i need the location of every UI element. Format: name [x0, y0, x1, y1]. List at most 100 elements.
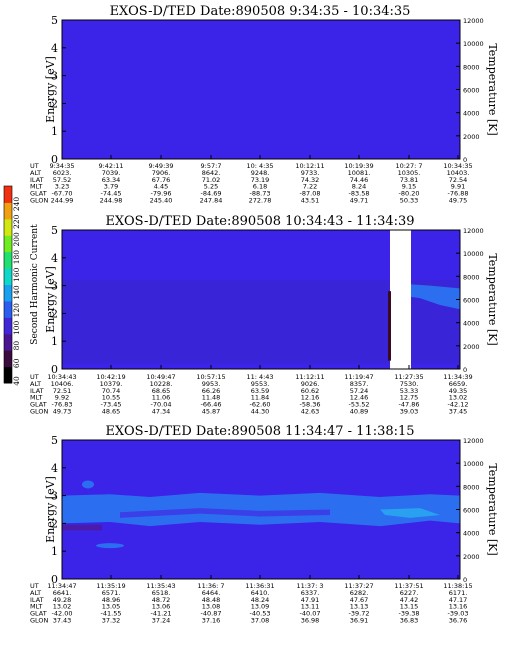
- table-cell: -42.00: [52, 610, 73, 618]
- table-cell: 6.18: [253, 183, 267, 191]
- y-tick-label: 3: [51, 490, 58, 503]
- table-cell: -40.53: [250, 610, 271, 618]
- table-cell: 42.63: [301, 408, 320, 416]
- y2-tick-label: 8000: [463, 63, 480, 71]
- panel-2: EXOS-D/TED Date:890508 10:34:43 - 11:34:…: [30, 214, 499, 416]
- panel-title: EXOS-D/TED Date:890508 9:34:35 - 10:34:3…: [110, 4, 411, 19]
- table-cell: 6282.: [350, 589, 369, 597]
- y2-tick-label: 4000: [463, 530, 480, 538]
- table-cell: -47.86: [399, 401, 420, 409]
- y2-tick-label: 2000: [463, 133, 480, 141]
- table-cell: 9.15: [402, 183, 416, 191]
- table-cell: 8642.: [202, 169, 221, 177]
- table-cell: 9953.: [202, 380, 221, 388]
- y-tick-label: 2: [51, 97, 58, 110]
- table-cell: 10228.: [150, 380, 173, 388]
- colorbar-segment: [4, 251, 12, 269]
- table-row-label: UT: [30, 162, 39, 170]
- table-cell: 12.75: [400, 394, 419, 402]
- table-cell: 244.99: [51, 197, 74, 205]
- table-cell: 13.02: [53, 603, 72, 611]
- table-cell: -62.60: [250, 401, 271, 409]
- table-cell: 7.22: [303, 183, 317, 191]
- table-cell: 4.45: [154, 183, 168, 191]
- table-cell: 13.06: [152, 603, 171, 611]
- colorbar-frame: [3, 185, 13, 384]
- table-cell: 74.46: [350, 176, 369, 184]
- table-cell: 247.84: [200, 197, 223, 205]
- table-cell: 5.25: [204, 183, 218, 191]
- table-cell: 11:37: 3: [296, 582, 323, 590]
- table-cell: 49.75: [449, 197, 468, 205]
- table-cell: 10:34:43: [47, 373, 76, 381]
- table-row-label: GLON: [30, 408, 49, 416]
- table-row-label: MLT: [30, 394, 42, 402]
- table-cell: 11:36:31: [245, 582, 274, 590]
- table-cell: 11:36: 7: [197, 582, 224, 590]
- orbit-table: UT 11:34:47 11:35:19 11:35:43 11:36: 7 11:36:…: [30, 582, 473, 625]
- table-cell: 13.13: [350, 603, 369, 611]
- y-axis-label: Energy [eV]: [44, 266, 57, 333]
- table-cell: 37.32: [102, 617, 121, 625]
- table-cell: -70.04: [151, 401, 172, 409]
- table-cell: -76.88: [448, 190, 469, 198]
- table-cell: 67.76: [152, 176, 171, 184]
- y-tick-label: 4: [51, 42, 58, 55]
- table-cell: 11:19:47: [344, 373, 373, 381]
- panel-title: EXOS-D/TED Date:890508 10:34:43 - 11:34:…: [105, 214, 414, 229]
- table-cell: 10:12:11: [295, 162, 324, 170]
- table-cell: 11:38:15: [443, 582, 472, 590]
- colorbar-tick-label: 140: [12, 285, 21, 300]
- table-cell: 47.91: [301, 596, 320, 604]
- orbit-table: UT 9:34:35 9:42:11 9:49:39 9:57:7 10: 4:35 10:…: [30, 162, 473, 205]
- table-cell: 6659.: [449, 380, 468, 388]
- table-cell: 272.78: [249, 197, 272, 205]
- table-row-label: ILAT: [30, 387, 44, 395]
- table-cell: 47.17: [449, 596, 468, 604]
- orbit-table: UT 10:34:43 10:42:19 10:49:47 10:57:15 11: 4:…: [30, 373, 473, 416]
- table-cell: 10:57:15: [196, 373, 225, 381]
- table-cell: 57.52: [53, 176, 72, 184]
- table-cell: -88.73: [250, 190, 271, 198]
- y2-tick-label: 6000: [463, 507, 480, 515]
- table-cell: 11:12:11: [295, 373, 324, 381]
- temperature-band: [410, 284, 460, 310]
- y2-tick-label: 2000: [463, 343, 480, 351]
- table-cell: 72.54: [449, 176, 468, 184]
- table-cell: 13.05: [102, 603, 121, 611]
- table-cell: 9553.: [251, 380, 270, 388]
- colorbar-tick-label: 120: [12, 303, 21, 318]
- table-cell: 9733.: [301, 169, 320, 177]
- colorbar-tick-label: 220: [12, 214, 21, 229]
- table-cell: 12.46: [350, 394, 369, 402]
- y2-tick-label: 2000: [463, 553, 480, 561]
- table-cell: 7530.: [400, 380, 419, 388]
- table-cell: 245.40: [150, 197, 173, 205]
- colorbar-tick-label: 100: [12, 321, 21, 336]
- table-cell: 48.72: [152, 596, 171, 604]
- table-cell: 57.24: [350, 387, 369, 395]
- table-cell: 11: 4:43: [246, 373, 273, 381]
- table-cell: 7039.: [102, 169, 121, 177]
- y-tick-label: 3: [51, 70, 58, 83]
- colorbar-segment: [4, 284, 12, 302]
- table-cell: 11:37:27: [344, 582, 373, 590]
- y-tick-label: 5: [51, 14, 58, 27]
- table-cell: 70.74: [102, 387, 121, 395]
- table-cell: 9.91: [451, 183, 465, 191]
- main-energy-band: [62, 492, 460, 527]
- table-cell: 13.09: [251, 603, 270, 611]
- table-cell: 48.24: [251, 596, 270, 604]
- table-cell: 53.33: [400, 387, 419, 395]
- y-tick-label: 5: [51, 224, 58, 237]
- table-cell: 37.24: [152, 617, 171, 625]
- table-cell: 44.30: [251, 408, 270, 416]
- y-tick-label: 2: [51, 517, 58, 530]
- y2-axis-label: Temperature [K]: [486, 253, 499, 345]
- table-cell: 71.02: [202, 176, 221, 184]
- y2-tick-label: 6000: [463, 297, 480, 305]
- table-cell: 36.76: [449, 617, 468, 625]
- y2-tick-label: 8000: [463, 483, 480, 491]
- table-cell: -40.07: [300, 610, 321, 618]
